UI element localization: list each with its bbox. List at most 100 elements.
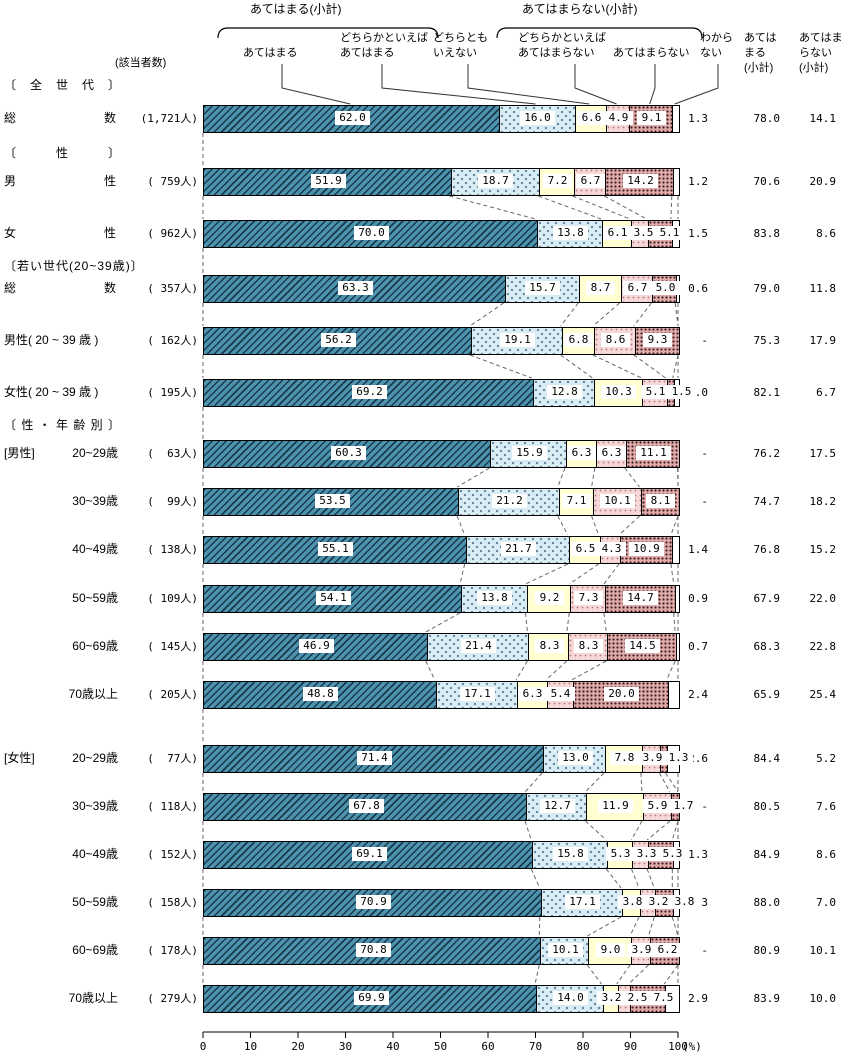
segment-value-label: 67.8 [349, 799, 384, 813]
disagree-subtotal-value: 22.0 [809, 592, 837, 605]
segment-value-label: 9.1 [637, 111, 666, 125]
connector-line [566, 612, 570, 633]
segment-value-label: 5.0 [651, 281, 680, 295]
segment-value-label: 11.1 [636, 446, 671, 460]
row-label: 70歳以上 [68, 991, 118, 1005]
agree-subtotal-value: 84.4 [753, 752, 781, 765]
segment-value-label: 8.3 [574, 639, 603, 653]
dont-know-value: - [701, 334, 708, 347]
agree-subtotal-value: 76.8 [753, 543, 781, 556]
connector-line [674, 302, 679, 327]
dont-know-value: 2.6 [688, 752, 708, 765]
dont-know-value: 0.7 [688, 640, 708, 653]
connector-line [670, 515, 679, 536]
agree-subtotal-value: 75.3 [753, 334, 781, 347]
agree-subtotal-value: 79.0 [753, 282, 781, 295]
row-label: 20~29歳 [72, 446, 118, 460]
segment-value-label: 70.8 [356, 943, 391, 957]
bar-segment-dont-know [675, 586, 679, 612]
segment-value-label: 46.9 [299, 639, 334, 653]
connector-line [603, 563, 620, 585]
agree-subtotal-value: 68.3 [753, 640, 781, 653]
agree-subtotal-value: 70.6 [753, 175, 781, 188]
bar [203, 585, 680, 613]
agree-subtotal-value: 80.9 [753, 944, 781, 957]
row-label: 総数 [4, 111, 116, 126]
disagree-subtotal-value: 5.2 [816, 752, 836, 765]
segment-value-label: 5.4 [546, 687, 575, 701]
bar [203, 440, 680, 468]
segment-value-label: 19.1 [500, 333, 535, 347]
agree-subtotal-value: 88.0 [753, 896, 781, 909]
connector-line [515, 660, 528, 681]
segment-value-label: 55.1 [318, 542, 353, 556]
row-prefix-label: [女性] [4, 751, 35, 765]
disagree-subtotal-value: 25.4 [809, 688, 837, 701]
segment-value-label: 69.2 [352, 385, 387, 399]
segment-value-label: 6.3 [518, 687, 547, 701]
segment-value-label: 69.9 [354, 991, 389, 1005]
dont-know-value: 1.3 [688, 112, 708, 125]
connector-line [604, 195, 647, 220]
connector-line [456, 467, 490, 488]
row-label: 女性 [4, 226, 116, 241]
segment-value-label: 17.1 [460, 687, 495, 701]
row-respondent-count: ( 357人) [147, 282, 198, 295]
axis-tick-label: 80 [576, 1040, 590, 1053]
segment-value-label: 15.9 [512, 446, 547, 460]
connector-line [646, 868, 655, 889]
connector-line [663, 964, 679, 985]
segment-value-label: 14.2 [623, 174, 658, 188]
segment-value-label: 3.9 [627, 943, 656, 957]
row-prefix-label: [男性] [4, 446, 35, 460]
disagree-subtotal-value: 17.5 [809, 447, 837, 460]
row-respondent-count: ( 63人) [147, 447, 198, 460]
segment-value-label: 1.5 [667, 385, 696, 399]
callout-line [381, 64, 536, 105]
connector-line [665, 772, 679, 793]
connector-line [591, 515, 600, 536]
connector-line [525, 612, 528, 633]
segment-value-label: 7.5 [649, 991, 678, 1005]
segment-value-label: 5.1 [641, 385, 670, 399]
segment-value-label: 62.0 [335, 111, 370, 125]
row-respondent-count: ( 205人) [147, 688, 198, 701]
segment-value-label: 3.8 [618, 895, 647, 909]
connector-line [624, 467, 640, 488]
row-respondent-count: ( 109人) [147, 592, 198, 605]
segment-value-label: 6.3 [597, 446, 626, 460]
segment-value-label: 7.1 [562, 494, 591, 508]
segment-value-label: 70.0 [354, 226, 389, 240]
bar [203, 745, 680, 773]
segment-value-label: 7.3 [574, 591, 603, 605]
axis-tick-label: 30 [338, 1040, 353, 1053]
segment-value-label: 21.4 [461, 639, 496, 653]
section-label: 〔若い世代(20~39歳)〕 [4, 259, 144, 273]
row-label: 60~69歳 [72, 943, 118, 957]
segment-value-label: 3.8 [670, 895, 699, 909]
connector-line [671, 820, 679, 841]
callout-line [574, 64, 617, 105]
segment-value-label: 15.8 [553, 847, 588, 861]
connector-line [592, 354, 642, 379]
disagree-subtotal-bracket [496, 27, 703, 39]
connector-line [646, 820, 671, 841]
bar [203, 889, 680, 917]
connector-line [459, 563, 466, 585]
segment-value-label: 1.7 [669, 799, 698, 813]
bar-segment-dont-know [672, 106, 679, 132]
connector-line [603, 612, 607, 633]
connector-line [469, 302, 504, 327]
disagree-subtotal-value: 10.1 [809, 944, 837, 957]
segment-value-label: 3.9 [638, 751, 667, 765]
segment-value-label: 10.3 [601, 385, 636, 399]
segment-value-label: 56.2 [321, 333, 356, 347]
connector-line [672, 354, 679, 379]
disagree-subtotal-value: 22.8 [809, 640, 837, 653]
segment-value-label: 11.9 [598, 799, 633, 813]
bar-segment-somewhat-applies [537, 221, 602, 247]
category-label-neither: どちらとも いえない [433, 32, 488, 59]
connector-line [673, 612, 676, 633]
row-respondent-count: ( 279人) [147, 992, 198, 1005]
dont-know-value: 0.9 [688, 592, 708, 605]
